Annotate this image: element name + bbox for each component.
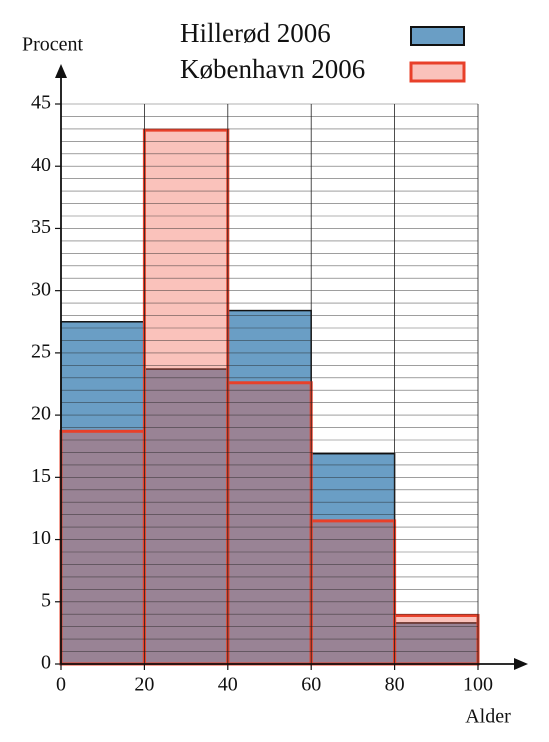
y-axis-arrow	[55, 64, 67, 78]
y-tick-label: 35	[31, 216, 51, 238]
bar	[310, 452, 396, 665]
legend-swatch	[410, 26, 465, 46]
x-axis-label: Alder	[465, 706, 511, 728]
y-tick-label: 5	[41, 589, 51, 611]
legend-label: København 2006	[180, 54, 365, 84]
x-tick-label: 100	[463, 674, 493, 696]
y-tick-label: 25	[31, 340, 51, 362]
bar	[60, 321, 146, 665]
legend-swatch	[409, 61, 466, 83]
y-tick-label: 15	[31, 465, 51, 487]
x-tick-label: 60	[301, 674, 321, 696]
bar	[143, 368, 229, 665]
y-tick-label: 45	[31, 92, 51, 114]
y-tick-label: 40	[31, 154, 51, 176]
bar	[309, 519, 397, 666]
x-tick-label: 40	[218, 674, 238, 696]
bar	[393, 613, 480, 666]
x-axis-arrow	[514, 658, 528, 670]
bar	[59, 429, 146, 666]
y-tick-label: 10	[31, 527, 51, 549]
bar	[226, 381, 313, 666]
legend-label: Hillerød 2006	[180, 18, 331, 48]
x-tick-label: 80	[385, 674, 405, 696]
x-tick-label: 20	[134, 674, 154, 696]
y-tick-label: 30	[31, 278, 51, 300]
bar	[142, 128, 230, 666]
y-tick-label: 0	[41, 652, 51, 674]
y-tick-label: 20	[31, 403, 51, 425]
y-axis-label: Procent	[22, 34, 84, 56]
x-tick-label: 0	[56, 674, 66, 696]
bar	[227, 309, 312, 665]
